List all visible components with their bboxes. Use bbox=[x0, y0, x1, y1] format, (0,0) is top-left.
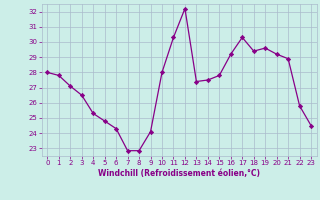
X-axis label: Windchill (Refroidissement éolien,°C): Windchill (Refroidissement éolien,°C) bbox=[98, 169, 260, 178]
